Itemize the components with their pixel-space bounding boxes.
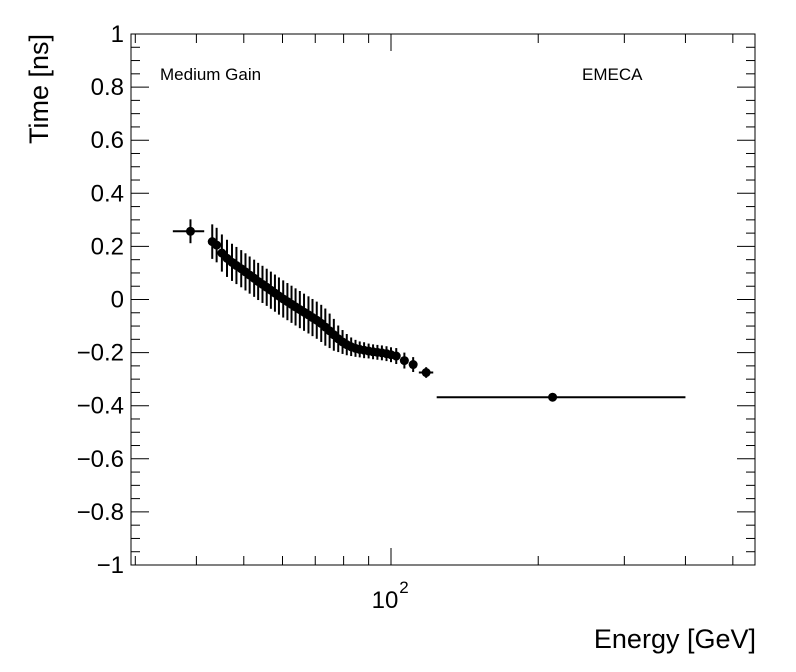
y-tick-label: 0	[111, 287, 124, 314]
y-tick-label: −0.6	[77, 446, 124, 473]
y-tick-label: −0.2	[77, 340, 124, 367]
data-point	[436, 392, 686, 402]
y-tick-label: 1	[111, 21, 124, 48]
data-marker	[408, 360, 418, 370]
y-axis-title: Time [ns]	[24, 34, 54, 144]
data-marker	[399, 356, 409, 366]
y-tick-label: 0.4	[91, 180, 124, 207]
data-marker	[548, 392, 558, 402]
y-tick-label: 0.2	[91, 233, 124, 260]
x-tick-labels: 10 2	[372, 578, 409, 614]
data-point	[217, 234, 227, 272]
y-tick-label: −0.8	[77, 499, 124, 526]
data-point	[408, 357, 418, 372]
annotation-emeca: EMECA	[582, 65, 643, 84]
data-marker	[185, 226, 195, 236]
data-point	[391, 348, 401, 365]
data-markers	[172, 219, 686, 402]
data-marker	[421, 368, 431, 378]
data-point	[212, 227, 222, 263]
annotation-medium-gain: Medium Gain	[160, 65, 261, 84]
data-marker	[212, 240, 222, 250]
data-point	[418, 367, 434, 378]
x-tick-exponent: 2	[399, 578, 408, 597]
plot-frame	[130, 33, 756, 566]
y-tick-labels: −1 −0.8 −0.6 −0.4 −0.2 0 0.2 0.4 0.6 0.8 1	[77, 21, 124, 579]
x-tick-label: 10	[372, 587, 399, 614]
y-tick-label: −1	[97, 552, 124, 579]
axis-ticks	[131, 33, 755, 566]
y-tick-label: 0.6	[91, 127, 124, 154]
y-tick-label: 0.8	[91, 74, 124, 101]
y-tick-label: −0.4	[77, 393, 124, 420]
data-point	[399, 352, 409, 369]
data-marker	[391, 351, 401, 361]
data-point	[172, 219, 205, 244]
x-axis-title: Energy [GeV]	[594, 624, 756, 654]
